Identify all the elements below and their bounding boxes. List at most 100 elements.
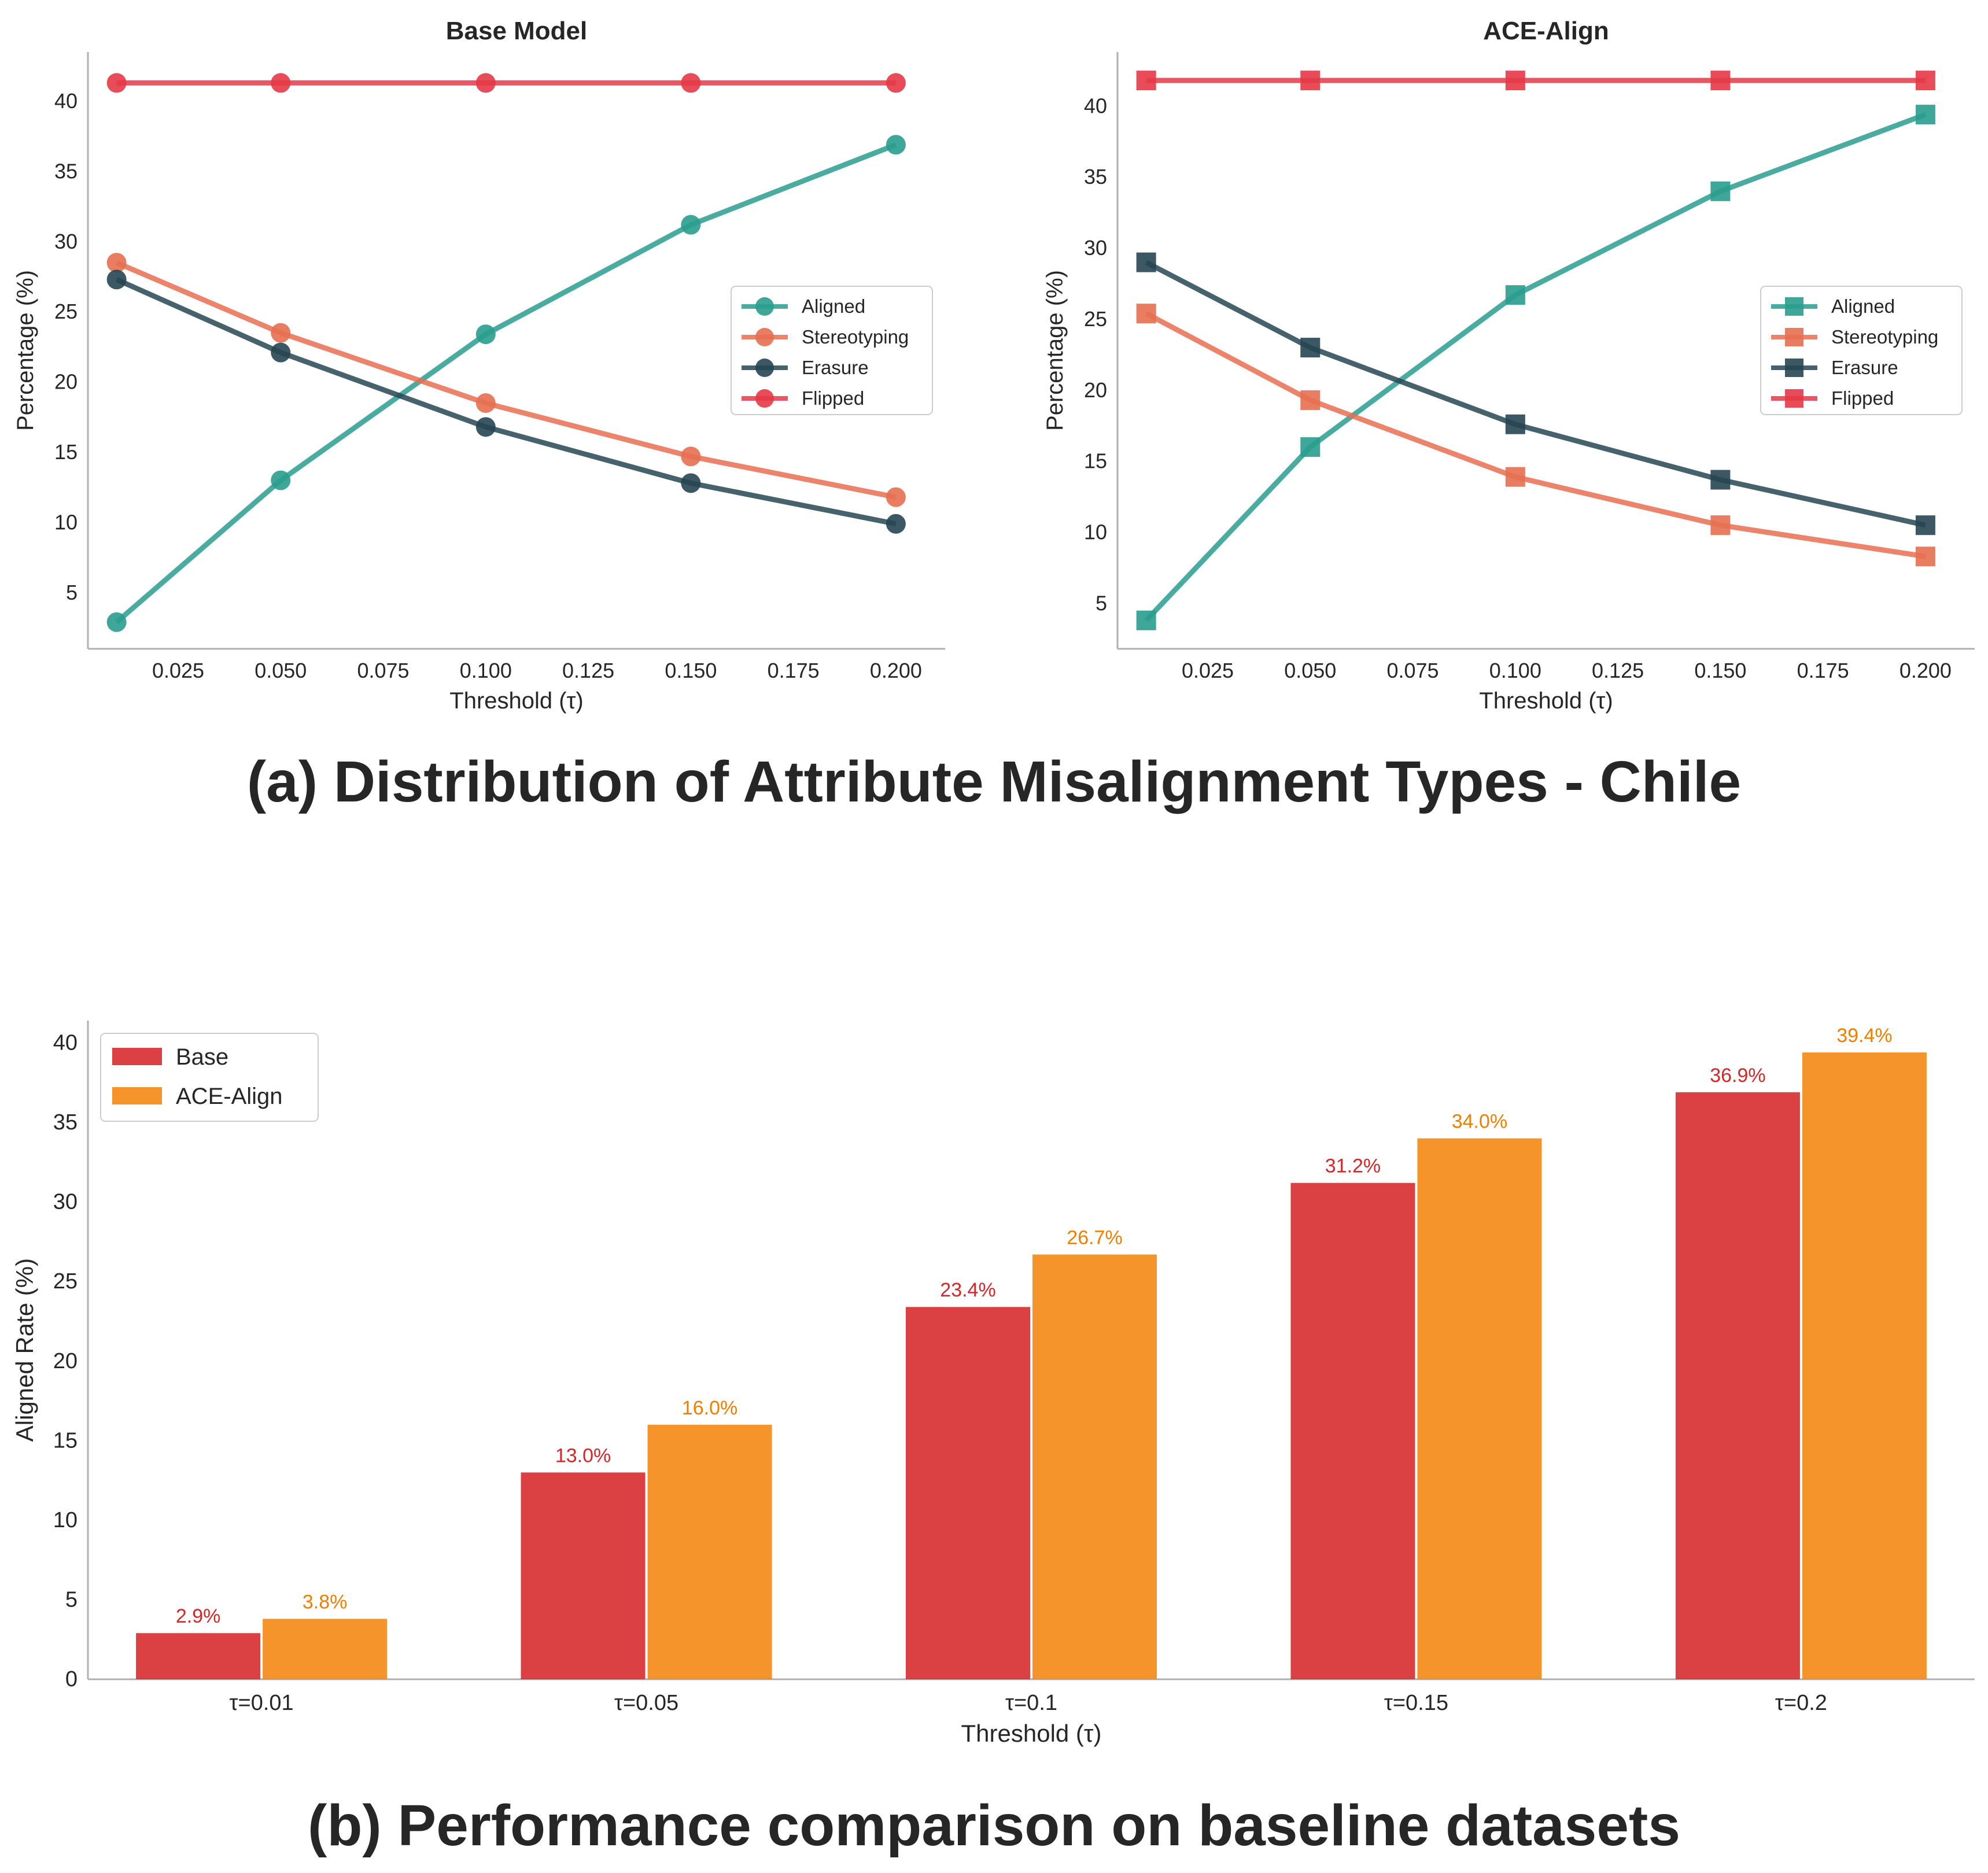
x-tick-label: 0.050 bbox=[1284, 659, 1336, 682]
y-tick-label: 20 bbox=[1084, 378, 1107, 402]
legend-label-erasure: Erasure bbox=[1831, 357, 1898, 378]
x-tick-label: 0.100 bbox=[1489, 659, 1541, 682]
marker-aligned bbox=[1915, 105, 1935, 125]
y-tick-label: 40 bbox=[53, 1031, 78, 1055]
marker-flipped bbox=[1136, 71, 1156, 91]
legend-marker-erasure bbox=[755, 359, 774, 377]
x-tick-label: 0.075 bbox=[357, 659, 409, 682]
marker-flipped bbox=[271, 73, 291, 93]
legend-marker-flipped bbox=[755, 389, 774, 408]
bar-base bbox=[906, 1307, 1030, 1679]
marker-stereotyping bbox=[271, 323, 291, 343]
marker-flipped bbox=[1505, 71, 1525, 91]
marker-aligned bbox=[475, 324, 496, 345]
bar-base bbox=[1675, 1092, 1800, 1679]
legend-label-flipped: Flipped bbox=[1831, 387, 1894, 409]
bar-value-label: 26.7% bbox=[1067, 1226, 1122, 1248]
marker-erasure bbox=[1915, 515, 1935, 535]
bar-base bbox=[136, 1633, 261, 1679]
bar-base bbox=[1290, 1183, 1415, 1679]
marker-erasure bbox=[1505, 414, 1525, 434]
x-tick-label: 0.150 bbox=[1694, 659, 1746, 682]
x-axis-label: Threshold (τ) bbox=[961, 1720, 1102, 1747]
marker-stereotyping bbox=[681, 446, 701, 467]
marker-aligned bbox=[271, 470, 291, 490]
chart-title: Base Model bbox=[446, 17, 588, 45]
marker-stereotyping bbox=[1505, 467, 1525, 487]
bar-ace-align bbox=[647, 1424, 772, 1679]
marker-aligned bbox=[1505, 285, 1525, 305]
x-tick-label: 0.100 bbox=[460, 659, 512, 682]
bar-base bbox=[521, 1472, 646, 1679]
bar-ace-align bbox=[1032, 1254, 1157, 1679]
marker-flipped bbox=[681, 73, 701, 93]
y-tick-label: 5 bbox=[1096, 591, 1107, 615]
x-tick-label: 0.150 bbox=[665, 659, 717, 682]
y-tick-label: 5 bbox=[65, 1587, 78, 1612]
x-tick-label: 0.125 bbox=[1592, 659, 1644, 682]
x-tick-label: τ=0.15 bbox=[1384, 1691, 1448, 1715]
marker-flipped bbox=[1300, 71, 1321, 91]
legend-label-base: Base bbox=[176, 1044, 228, 1070]
caption-b: (b) Performance comparison on baseline d… bbox=[308, 1793, 1680, 1858]
bar-value-label: 13.0% bbox=[555, 1445, 611, 1466]
legend-label-aligned: Aligned bbox=[802, 295, 865, 317]
marker-flipped bbox=[1710, 71, 1731, 91]
chart-title: ACE-Align bbox=[1483, 17, 1609, 45]
legend-label-stereotyping: Stereotyping bbox=[1831, 326, 1938, 348]
y-tick-label: 10 bbox=[54, 510, 78, 534]
marker-stereotyping bbox=[106, 253, 127, 273]
y-tick-label: 25 bbox=[54, 300, 78, 323]
bar-ace-align bbox=[263, 1619, 388, 1679]
x-tick-label: 0.175 bbox=[768, 659, 820, 682]
y-tick-label: 10 bbox=[1084, 520, 1107, 544]
legend-marker-aligned bbox=[755, 297, 774, 316]
bar-chart: τ=0.01 2.9% 3.8% τ=0.05 13.0% 16.0% τ=0.1 23.4%… bbox=[11, 1021, 1975, 1747]
y-tick-label: 5 bbox=[66, 581, 78, 604]
x-tick-label: 0.025 bbox=[152, 659, 204, 682]
legend: Aligned Stereotyping Erasure Flipped bbox=[731, 286, 933, 415]
legend-frame bbox=[1760, 286, 1963, 415]
marker-flipped bbox=[106, 73, 127, 93]
bar-value-label: 31.2% bbox=[1325, 1155, 1381, 1177]
marker-aligned bbox=[106, 612, 127, 632]
x-tick-label: τ=0.05 bbox=[614, 1691, 678, 1715]
bar-value-label: 16.0% bbox=[682, 1397, 737, 1419]
y-tick-label: 35 bbox=[1084, 165, 1107, 189]
marker-flipped bbox=[475, 73, 496, 93]
bar-value-label: 39.4% bbox=[1836, 1025, 1892, 1047]
line-chart-1: Base Model 0.025 0.050 0.075 0.100 0.125 0.150… bbox=[13, 17, 945, 714]
marker-stereotyping bbox=[886, 487, 906, 507]
x-tick-label: 0.075 bbox=[1386, 659, 1439, 682]
marker-erasure bbox=[271, 342, 291, 363]
marker-aligned bbox=[1136, 610, 1156, 630]
legend-label-ace-align: ACE-Align bbox=[176, 1084, 283, 1109]
bar-ace-align bbox=[1802, 1052, 1927, 1679]
y-tick-label: 0 bbox=[65, 1667, 78, 1691]
marker-erasure bbox=[475, 417, 496, 437]
legend-label-stereotyping: Stereotyping bbox=[802, 326, 909, 348]
marker-stereotyping bbox=[475, 393, 496, 413]
marker-erasure bbox=[1300, 338, 1321, 358]
y-tick-label: 20 bbox=[53, 1349, 78, 1373]
bar-value-label: 23.4% bbox=[940, 1279, 995, 1301]
marker-stereotyping bbox=[1136, 304, 1156, 324]
legend-marker-aligned bbox=[1785, 297, 1803, 316]
marker-aligned bbox=[1710, 181, 1731, 201]
marker-erasure bbox=[1710, 470, 1731, 490]
legend-marker-stereotyping bbox=[755, 328, 774, 346]
marker-stereotyping bbox=[1710, 515, 1731, 535]
y-axis-label: Aligned Rate (%) bbox=[11, 1258, 38, 1442]
y-tick-label: 15 bbox=[53, 1428, 78, 1453]
legend-swatch-ace-align bbox=[112, 1087, 162, 1104]
x-axis-label: Threshold (τ) bbox=[449, 688, 583, 714]
marker-erasure bbox=[886, 513, 906, 534]
y-tick-label: 20 bbox=[54, 370, 78, 394]
legend-swatch-base bbox=[112, 1048, 162, 1065]
legend-marker-flipped bbox=[1785, 389, 1803, 408]
y-tick-label: 35 bbox=[54, 159, 78, 183]
bar-value-label: 3.8% bbox=[303, 1591, 348, 1613]
marker-flipped bbox=[1915, 71, 1935, 91]
line-chart-2: ACE-Align 0.025 0.050 0.075 0.100 0.125 0.150 0… bbox=[1042, 17, 1975, 714]
